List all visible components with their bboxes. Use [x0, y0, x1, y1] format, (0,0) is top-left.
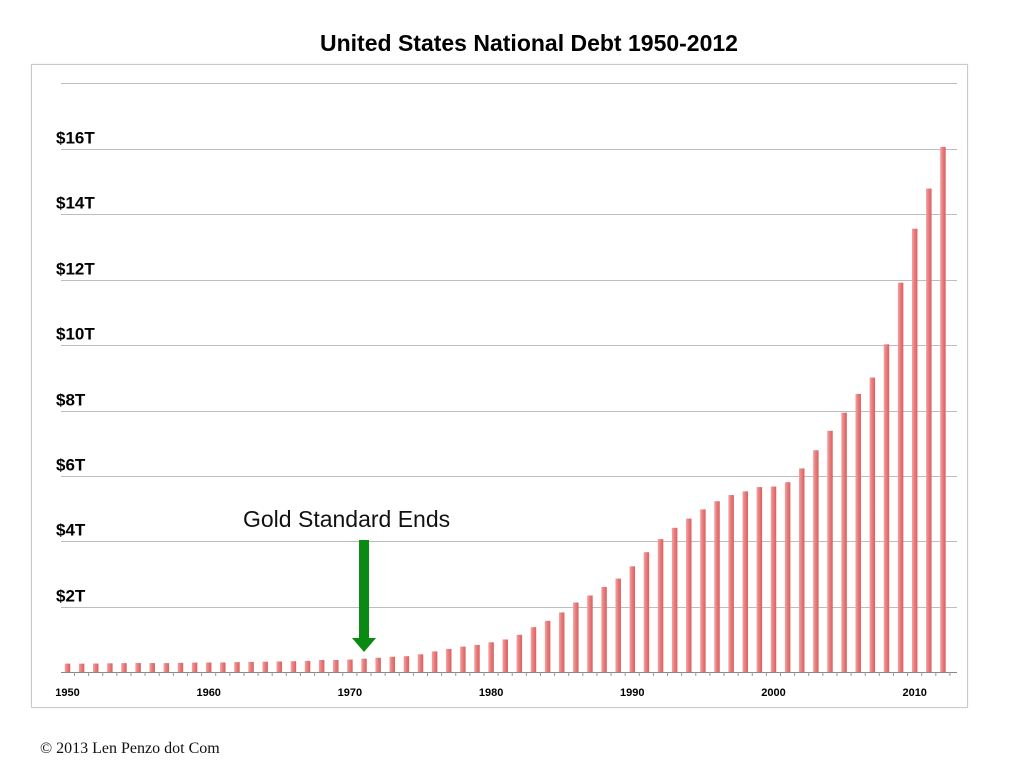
- bar-1997: [728, 495, 734, 672]
- bar-1972: [375, 657, 381, 672]
- bar-2012: [940, 146, 946, 673]
- bar-1953: [107, 663, 113, 672]
- bar-1987: [587, 595, 593, 672]
- bar-1969: [333, 660, 339, 672]
- bar-2007: [869, 377, 876, 672]
- bar-1955: [135, 663, 141, 672]
- y-tick-label: $12T: [56, 260, 95, 279]
- axes: [61, 672, 957, 676]
- bar-1985: [558, 612, 565, 672]
- bar-1971: [361, 658, 367, 672]
- bar-1996: [714, 501, 720, 672]
- x-tick-label: 2000: [761, 687, 785, 699]
- bar-1959: [191, 662, 198, 672]
- x-tick-label: 1980: [479, 687, 503, 699]
- y-tick-label: $2T: [56, 587, 86, 606]
- bar-2010: [911, 228, 918, 672]
- bar-1966: [290, 661, 297, 672]
- bar-2000: [770, 486, 777, 672]
- bar-1986: [573, 602, 579, 672]
- bar-2003: [813, 450, 819, 672]
- x-tick-label: 1990: [620, 687, 644, 699]
- bar-1977: [445, 648, 452, 672]
- bar-1990: [629, 566, 636, 672]
- x-tick-label: 2010: [902, 687, 926, 699]
- axis-labels: $2T $4T $6T $8T $10T $12T $14T $16T 1950 1960 1970…: [55, 129, 927, 700]
- y-tick-label: $14T: [56, 194, 95, 213]
- chart-title: United States National Debt 1950-2012: [320, 30, 738, 56]
- arrow-head: [352, 638, 377, 652]
- bar-1973: [389, 656, 396, 672]
- bar-2002: [798, 468, 805, 672]
- bar-1994: [686, 518, 692, 672]
- bar-1976: [431, 651, 438, 672]
- bar-1992: [657, 539, 664, 672]
- bar-1983: [530, 627, 537, 672]
- bar-1988: [601, 586, 607, 672]
- x-tick-label: 1960: [196, 687, 220, 699]
- bar-1952: [92, 663, 99, 672]
- bar-1993: [671, 527, 678, 672]
- bar-1980: [488, 642, 494, 672]
- chart-frame: $2T $4T $6T $8T $10T $12T $14T $16T 1950 1960 1970…: [31, 64, 968, 708]
- bars: [64, 146, 946, 673]
- bar-2009: [897, 282, 904, 672]
- bar-1962: [234, 662, 240, 672]
- x-tick-label: 1970: [338, 687, 362, 699]
- bar-1968: [318, 659, 325, 672]
- bar-1957: [163, 663, 170, 672]
- bar-2004: [827, 430, 833, 672]
- bar-1999: [756, 487, 763, 672]
- bar-1989: [615, 578, 621, 672]
- bar-1964: [262, 661, 268, 672]
- bar-2005: [841, 412, 847, 672]
- bar-1967: [304, 660, 311, 672]
- bar-1965: [276, 661, 283, 672]
- bar-1978: [460, 646, 466, 672]
- bar-2006: [855, 393, 861, 672]
- bar-1963: [248, 661, 254, 672]
- bar-1961: [220, 662, 226, 672]
- bar-1984: [544, 620, 551, 672]
- y-tick-label: $8T: [56, 391, 86, 410]
- bar-1981: [502, 639, 508, 672]
- bar-chart: $2T $4T $6T $8T $10T $12T $14T $16T 1950 1960 1970…: [55, 83, 957, 700]
- y-tick-label: $4T: [56, 521, 86, 540]
- bar-1982: [516, 634, 523, 672]
- bar-2011: [926, 188, 932, 673]
- bar-1970: [347, 659, 353, 672]
- bar-1950: [64, 663, 71, 672]
- y-tick-label: $16T: [56, 129, 95, 148]
- bar-1995: [700, 509, 706, 672]
- bar-1998: [742, 491, 749, 672]
- arrow-shaft: [359, 540, 370, 640]
- bar-1974: [403, 656, 410, 672]
- annotation-arrow: [352, 540, 377, 652]
- x-tick-label: 1950: [55, 687, 79, 699]
- bar-1975: [417, 654, 424, 672]
- y-tick-label: $10T: [56, 325, 95, 344]
- bar-2008: [883, 344, 890, 672]
- gridlines: [61, 83, 957, 608]
- bar-1956: [149, 663, 155, 672]
- bar-1958: [177, 662, 184, 672]
- y-tick-label: $6T: [56, 456, 86, 475]
- bar-1979: [474, 644, 480, 672]
- copyright-notice: © 2013 Len Penzo dot Com: [40, 740, 220, 757]
- bar-1951: [78, 663, 85, 672]
- bar-2001: [784, 482, 791, 672]
- bar-1954: [121, 663, 127, 672]
- bar-1991: [643, 552, 650, 672]
- annotation-label: Gold Standard Ends: [243, 506, 451, 532]
- bar-1960: [205, 662, 212, 672]
